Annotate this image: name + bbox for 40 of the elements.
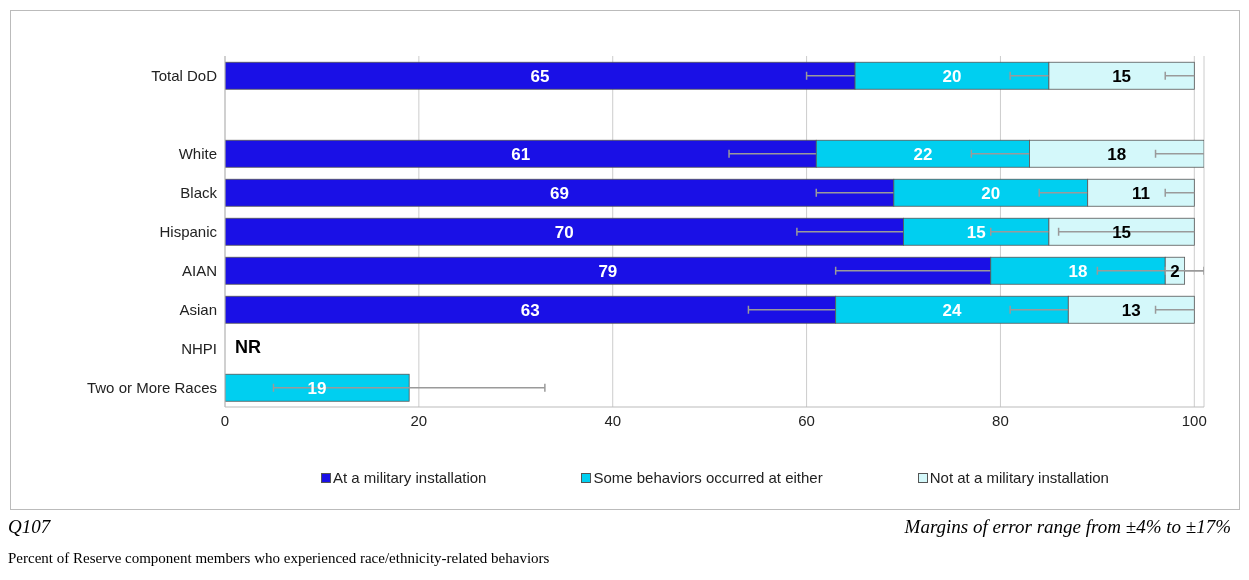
data-label: 20 xyxy=(942,66,962,86)
text: Percent of Reserve component members who experienced race/ethnicity-related behaviors xyxy=(8,550,550,567)
legend-label: At a military installation xyxy=(332,469,487,486)
x-tick-label: 40 xyxy=(604,411,622,429)
data-label: 15 xyxy=(1112,66,1132,86)
legend-label: Some behaviors occurred at either xyxy=(592,469,823,486)
x-tick-label: 80 xyxy=(992,411,1009,429)
bar xyxy=(225,373,410,402)
x-tick-label: 60 xyxy=(798,411,815,429)
y-tick-label: White xyxy=(178,144,217,162)
data-label: 79 xyxy=(598,261,618,281)
x-tick-label: 0 xyxy=(220,411,230,429)
y-tick-label: Two or More Races xyxy=(86,378,217,396)
data-label: 63 xyxy=(520,300,540,320)
data-label: 11 xyxy=(1132,183,1150,203)
data-label: 70 xyxy=(554,222,574,242)
legend-label: Not at a military installation xyxy=(928,469,1109,486)
data-label: 18 xyxy=(1068,261,1088,281)
data-label: 15 xyxy=(966,222,986,242)
data-label: 65 xyxy=(530,66,550,86)
data-label: 61 xyxy=(511,144,531,164)
y-tick-label: Hispanic xyxy=(159,222,218,240)
data-label: 20 xyxy=(981,183,1001,203)
y-tick-label: NHPI xyxy=(181,339,217,357)
y-tick-label: Black xyxy=(180,183,218,201)
text: Q107 xyxy=(8,516,51,538)
data-label: 2 xyxy=(1170,261,1180,281)
data-label: 15 xyxy=(1112,222,1132,242)
data-label: 69 xyxy=(549,183,569,203)
data-label: 18 xyxy=(1107,144,1127,164)
y-tick-label: Asian xyxy=(179,300,217,318)
data-label: 24 xyxy=(942,300,962,320)
x-tick-label: 100 xyxy=(1181,411,1207,429)
annotation: NR xyxy=(235,337,261,358)
data-label: 22 xyxy=(913,144,933,164)
y-tick-label: Total DoD xyxy=(151,66,218,84)
text: Margins of error range from ±4% to ±17% xyxy=(904,516,1231,538)
x-tick-label: 20 xyxy=(410,411,428,429)
y-tick-label: AIAN xyxy=(181,261,217,279)
data-label: 13 xyxy=(1121,300,1141,320)
